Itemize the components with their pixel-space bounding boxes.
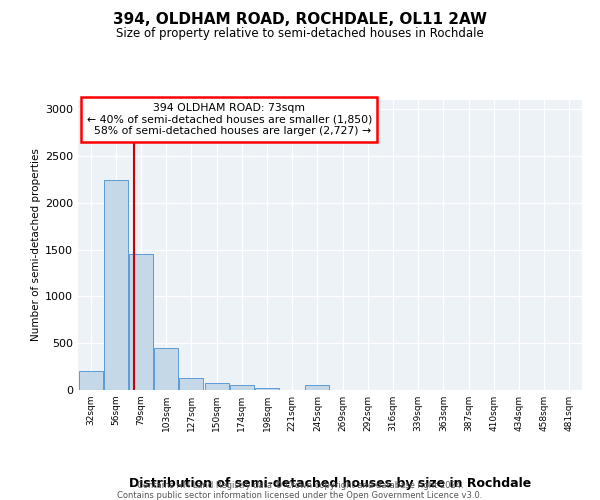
Bar	[230, 386, 254, 390]
Text: 394, OLDHAM ROAD, ROCHDALE, OL11 2AW: 394, OLDHAM ROAD, ROCHDALE, OL11 2AW	[113, 12, 487, 28]
Bar	[79, 372, 103, 390]
Bar	[154, 348, 178, 390]
Text: Distribution of semi-detached houses by size in Rochdale: Distribution of semi-detached houses by …	[129, 477, 531, 490]
Bar	[305, 386, 329, 390]
Bar	[129, 254, 153, 390]
Bar	[179, 378, 203, 390]
Text: Contains HM Land Registry data © Crown copyright and database right 2024.
Contai: Contains HM Land Registry data © Crown c…	[118, 480, 482, 500]
Bar	[255, 388, 279, 390]
Text: 394 OLDHAM ROAD: 73sqm
← 40% of semi-detached houses are smaller (1,850)
  58% o: 394 OLDHAM ROAD: 73sqm ← 40% of semi-det…	[86, 103, 372, 136]
Y-axis label: Number of semi-detached properties: Number of semi-detached properties	[31, 148, 41, 342]
Text: Size of property relative to semi-detached houses in Rochdale: Size of property relative to semi-detach…	[116, 28, 484, 40]
Bar	[104, 180, 128, 390]
Bar	[205, 383, 229, 390]
